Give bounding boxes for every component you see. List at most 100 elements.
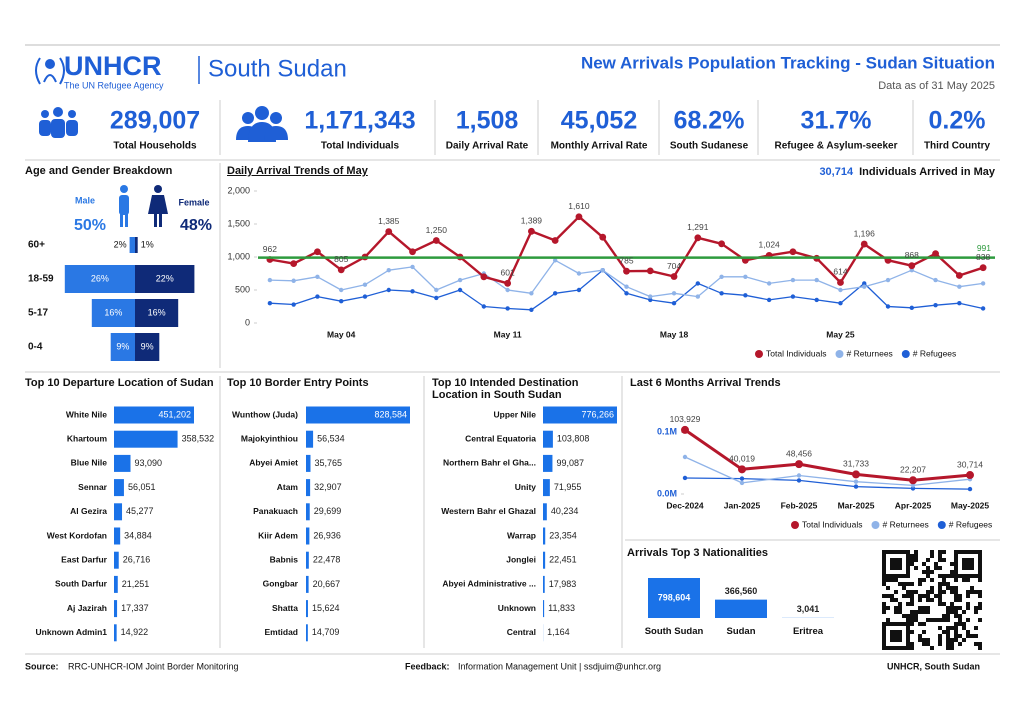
- series-point: [862, 281, 867, 286]
- qr-module: [946, 614, 950, 618]
- qr-module: [910, 610, 914, 614]
- qr-module: [906, 618, 910, 622]
- series-point: [718, 240, 725, 248]
- qr-module: [942, 630, 946, 634]
- qr-module: [914, 610, 918, 614]
- qr-module: [922, 622, 926, 626]
- qr-module: [882, 578, 886, 582]
- series-point: [766, 281, 772, 286]
- series-point: [862, 284, 867, 289]
- qr-module: [946, 626, 950, 630]
- series-point: [385, 228, 393, 235]
- value-label: 704: [667, 261, 681, 271]
- series-point: [957, 301, 962, 306]
- category-label: Aj Jazirah: [67, 603, 107, 613]
- series-point: [481, 304, 487, 309]
- kpi-value: 45,052: [561, 107, 637, 135]
- series-point: [932, 250, 939, 258]
- value-label: 17,983: [549, 579, 577, 589]
- series-point: [766, 297, 772, 303]
- qr-module: [938, 590, 942, 594]
- qr-module: [978, 642, 982, 646]
- value-label: 1%: [141, 239, 154, 249]
- value-label: 358,532: [182, 434, 215, 444]
- series-point: [386, 268, 391, 273]
- value-label: 26,716: [123, 555, 151, 565]
- series-point: [576, 287, 582, 293]
- qr-module: [938, 586, 942, 590]
- qr-module: [910, 602, 914, 606]
- qr-module: [926, 594, 930, 598]
- series-point: [909, 476, 917, 485]
- series-point: [339, 299, 344, 304]
- qr-module: [954, 586, 958, 590]
- series-point: [980, 281, 986, 286]
- bar: [306, 600, 308, 618]
- qr-module: [922, 606, 926, 610]
- qr-module: [914, 614, 918, 618]
- series-point: [682, 454, 688, 460]
- pyramid-bar: [64, 265, 135, 293]
- x-tick-label: May 04: [327, 329, 356, 339]
- qr-module: [910, 562, 914, 566]
- value-label: 776,266: [581, 409, 614, 419]
- series-point: [910, 486, 916, 491]
- qr-module: [966, 634, 970, 638]
- series-point: [315, 274, 320, 279]
- qr-module: [902, 594, 906, 598]
- qr-module: [954, 590, 958, 594]
- y-tick-label: 0.0M: [657, 488, 677, 498]
- qr-module: [950, 626, 954, 630]
- qr-module: [914, 550, 918, 554]
- value-label: 1,250: [426, 225, 448, 235]
- qr-module: [974, 606, 978, 610]
- qr-module: [938, 602, 942, 606]
- qr-module: [950, 646, 954, 650]
- qr-module: [922, 638, 926, 642]
- series-point: [291, 302, 296, 307]
- pyramid-bar: [135, 237, 138, 253]
- series-point: [837, 279, 844, 286]
- qr-module: [946, 634, 950, 638]
- qr-module: [886, 606, 890, 610]
- chart-title: Age and Gender Breakdown: [25, 165, 173, 177]
- report-title: New Arrivals Population Tracking - Sudan…: [581, 53, 995, 72]
- qr-module: [970, 586, 974, 590]
- qr-module: [910, 618, 914, 622]
- bar: [648, 578, 700, 618]
- bar: [114, 479, 124, 497]
- qr-module: [930, 550, 934, 554]
- series-point: [670, 273, 678, 280]
- qr-module: [978, 646, 982, 650]
- qr-module: [946, 638, 950, 642]
- series-total: 50%: [74, 217, 106, 234]
- value-label: 48,456: [786, 448, 812, 458]
- series-point: [852, 470, 860, 479]
- qr-module: [930, 590, 934, 594]
- pyramid-bar: [91, 299, 135, 327]
- series-point: [738, 465, 746, 474]
- qr-module: [950, 638, 954, 642]
- category-label: Abyei Amiet: [249, 458, 298, 468]
- qr-module: [902, 582, 906, 586]
- qr-finder-core: [890, 558, 902, 570]
- category-label: Unity: [515, 482, 537, 492]
- qr-module: [938, 574, 942, 578]
- qr-module: [938, 642, 942, 646]
- qr-module: [910, 554, 914, 558]
- legend-swatch: [755, 350, 763, 358]
- bar: [114, 503, 123, 521]
- value-label: 23,354: [549, 530, 577, 540]
- qr-module: [934, 594, 938, 598]
- value-label: 1,024: [759, 240, 781, 250]
- legend-swatch: [791, 521, 799, 529]
- series-point: [885, 277, 891, 283]
- qr-module: [950, 586, 954, 590]
- qr-module: [954, 630, 958, 634]
- category-label: Unknown Admin1: [36, 627, 108, 637]
- value-label: 614: [833, 267, 847, 277]
- qr-module: [974, 642, 978, 646]
- chart-title: Top 10 Border Entry Points: [227, 377, 369, 389]
- series-point: [267, 277, 273, 283]
- value-label: 9%: [141, 341, 154, 351]
